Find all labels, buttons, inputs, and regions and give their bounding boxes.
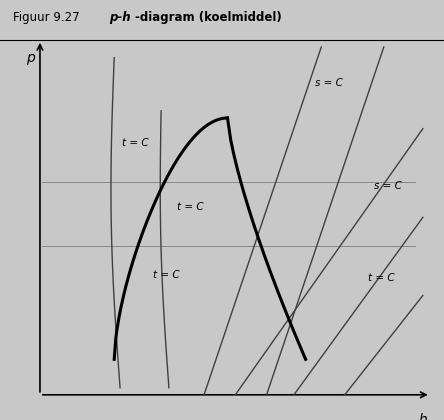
Text: t = C: t = C bbox=[153, 270, 180, 280]
Text: -diagram (koelmiddel): -diagram (koelmiddel) bbox=[135, 11, 282, 24]
Text: s = C: s = C bbox=[374, 181, 402, 191]
Text: t = C: t = C bbox=[177, 202, 203, 212]
Text: t = C: t = C bbox=[122, 138, 149, 148]
Text: Figuur 9.27: Figuur 9.27 bbox=[13, 11, 87, 24]
Text: t = C: t = C bbox=[368, 273, 395, 283]
Text: h: h bbox=[419, 412, 427, 420]
Text: p-h: p-h bbox=[109, 11, 131, 24]
Text: p: p bbox=[26, 50, 35, 65]
Text: s = C: s = C bbox=[315, 78, 343, 88]
